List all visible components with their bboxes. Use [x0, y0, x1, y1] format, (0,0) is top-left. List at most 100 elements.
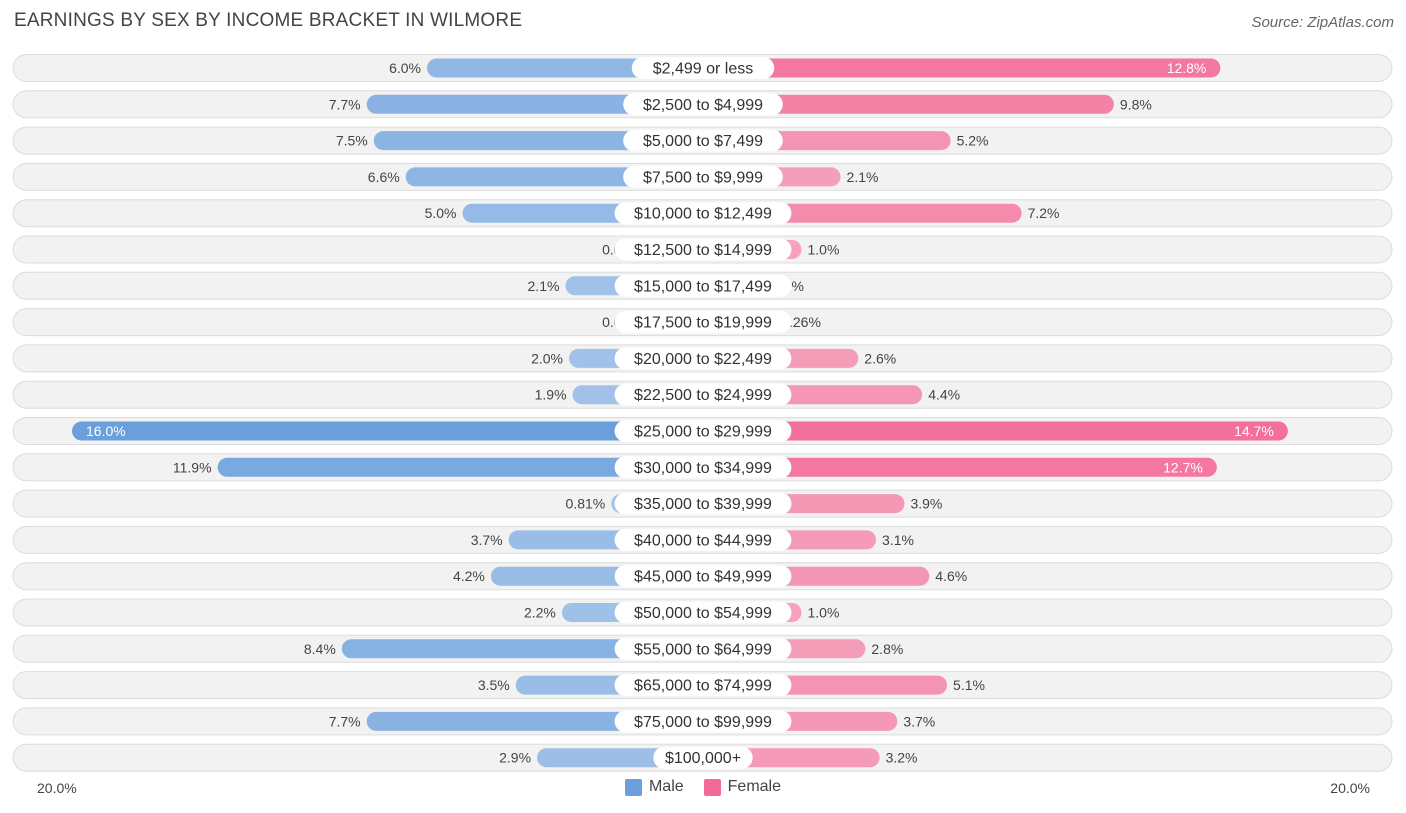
category-label: $20,000 to $22,499 — [634, 351, 772, 368]
value-label-male: 2.9% — [499, 750, 531, 766]
legend: Male Female — [0, 778, 1406, 796]
row-16[interactable]: 8.4% 2.8% $55,000 to $64,999 — [12, 634, 1393, 663]
row-12[interactable]: 0.81% 3.9% $35,000 to $39,999 — [12, 489, 1393, 518]
bar-female — [703, 457, 1217, 477]
value-label-male: 1.9% — [535, 387, 567, 403]
row-15[interactable]: 2.2% 1.0% $50,000 to $54,999 — [12, 598, 1393, 627]
legend-swatch-male — [624, 778, 642, 796]
category-pill — [623, 165, 783, 188]
value-label-male: 0.81% — [566, 496, 606, 512]
row-3[interactable]: 6.6% 2.1% $7,500 to $9,999 — [12, 162, 1393, 191]
legend-item-male[interactable]: Male — [624, 778, 684, 796]
value-label-female: 3.1% — [882, 532, 914, 548]
category-pill — [614, 456, 792, 479]
category-label: $25,000 to $29,999 — [634, 424, 772, 441]
category-label: $17,500 to $19,999 — [634, 315, 772, 332]
value-label-male: 6.0% — [389, 60, 421, 76]
axis-left-label: 20.0% — [37, 780, 77, 796]
bar-female — [703, 94, 1114, 114]
value-label-female: 3.7% — [903, 713, 935, 729]
value-label-male: 3.7% — [471, 532, 503, 548]
category-label: $2,500 to $4,999 — [643, 97, 763, 114]
bar-female — [703, 421, 1288, 441]
row-14[interactable]: 4.2% 4.6% $45,000 to $49,999 — [12, 562, 1393, 591]
value-label-male: 7.7% — [329, 713, 361, 729]
row-0[interactable]: 6.0% 12.8% $2,499 or less — [12, 54, 1393, 82]
category-label: $10,000 to $12,499 — [634, 206, 772, 223]
row-9[interactable]: 1.9% 4.4% $22,500 to $24,999 — [12, 380, 1393, 409]
row-19[interactable]: 2.9% 3.2% $100,000+ — [12, 743, 1393, 772]
chart-title: EARNINGS BY SEX BY INCOME BRACKET IN WIL… — [14, 10, 523, 31]
row-6[interactable]: 2.1%0.0%$15,000 to $17,499 — [12, 271, 1393, 300]
category-pill — [614, 274, 792, 297]
category-label: $45,000 to $49,999 — [634, 569, 772, 586]
source-credit: Source: ZipAtlas.com — [1251, 14, 1394, 31]
legend-label-male: Male — [648, 778, 684, 795]
category-pill — [623, 129, 783, 152]
category-label: $2,499 or less — [653, 61, 754, 78]
row-13[interactable]: 3.7% 3.1% $40,000 to $44,999 — [12, 525, 1393, 554]
category-pill — [653, 746, 753, 769]
value-label-female: 2.8% — [871, 641, 903, 657]
category-pill — [614, 311, 792, 334]
category-label: $7,500 to $9,999 — [643, 169, 763, 186]
legend-swatch-female — [703, 778, 721, 796]
value-label-female: 1.0% — [808, 605, 840, 621]
category-pill — [614, 674, 792, 697]
value-label-female: 12.7% — [1163, 459, 1203, 475]
bar-male — [217, 457, 704, 477]
value-label-male: 6.6% — [368, 169, 400, 185]
value-label-female: 1.0% — [808, 242, 840, 258]
row-5[interactable]: 0.0%1.0%$12,500 to $14,999 — [12, 235, 1393, 264]
value-label-female: 2.1% — [847, 169, 879, 185]
category-pill — [631, 57, 775, 79]
axis-right-label: 20.0% — [1330, 780, 1370, 796]
value-label-female: 2.6% — [864, 350, 896, 366]
value-label-male: 2.0% — [531, 350, 563, 366]
bar-male — [366, 94, 703, 114]
category-label: $15,000 to $17,499 — [634, 278, 772, 295]
category-label: $40,000 to $44,999 — [634, 532, 772, 549]
bar-female — [703, 58, 1221, 78]
value-label-male: 7.5% — [336, 133, 368, 149]
row-4[interactable]: 5.0% 7.2% $10,000 to $12,499 — [12, 199, 1393, 228]
row-11[interactable]: 11.9% 12.7% $30,000 to $34,999 — [12, 453, 1393, 482]
legend-label-female: Female — [727, 778, 782, 795]
category-pill — [614, 637, 792, 660]
value-label-female: 9.8% — [1120, 96, 1152, 112]
value-label-male: 8.4% — [304, 641, 336, 657]
value-label-female: 12.8% — [1167, 60, 1207, 76]
row-7[interactable]: 0.0%0.26%$17,500 to $19,999 — [12, 308, 1393, 337]
value-label-female: 4.6% — [935, 568, 967, 584]
diverging-bar-chart: 6.0% 12.8% $2,499 or less 7.7% 9.8% $2,500 to… — [12, 54, 1393, 772]
value-label-male: 11.9% — [173, 459, 212, 475]
value-label-female: 7.2% — [1028, 205, 1060, 221]
category-pill — [623, 93, 783, 116]
category-label: $30,000 to $34,999 — [634, 460, 772, 477]
category-pill — [614, 528, 792, 551]
row-10[interactable]: 16.0% 14.7% $25,000 to $29,999 — [12, 417, 1393, 445]
value-label-female: 4.4% — [928, 387, 960, 403]
row-8[interactable]: 2.0% 2.6% $20,000 to $22,499 — [12, 344, 1393, 373]
value-label-female: 3.9% — [910, 496, 942, 512]
row-18[interactable]: 7.7% 3.7% $75,000 to $99,999 — [12, 707, 1393, 736]
value-label-female: 0.26% — [781, 314, 821, 330]
category-label: $55,000 to $64,999 — [634, 641, 772, 658]
category-label: $50,000 to $54,999 — [634, 605, 772, 622]
value-label-female: 14.7% — [1234, 423, 1274, 439]
category-label: $5,000 to $7,499 — [643, 133, 763, 150]
category-pill — [614, 347, 792, 370]
row-1[interactable]: 7.7% 9.8% $2,500 to $4,999 — [12, 90, 1393, 119]
bar-male — [373, 131, 703, 151]
category-pill — [614, 420, 792, 442]
row-2[interactable]: 7.5% 5.2% $5,000 to $7,499 — [12, 126, 1393, 155]
bar-male — [72, 421, 703, 441]
value-label-male: 7.7% — [329, 96, 361, 112]
category-label: $12,500 to $14,999 — [634, 242, 772, 259]
value-label-female: 5.1% — [953, 677, 985, 693]
value-label-female: 3.2% — [886, 750, 918, 766]
value-label-male: 5.0% — [425, 205, 457, 221]
row-17[interactable]: 3.5% 5.1% $65,000 to $74,999 — [12, 671, 1393, 700]
legend-item-female[interactable]: Female — [703, 778, 782, 796]
category-label: $65,000 to $74,999 — [634, 678, 772, 695]
